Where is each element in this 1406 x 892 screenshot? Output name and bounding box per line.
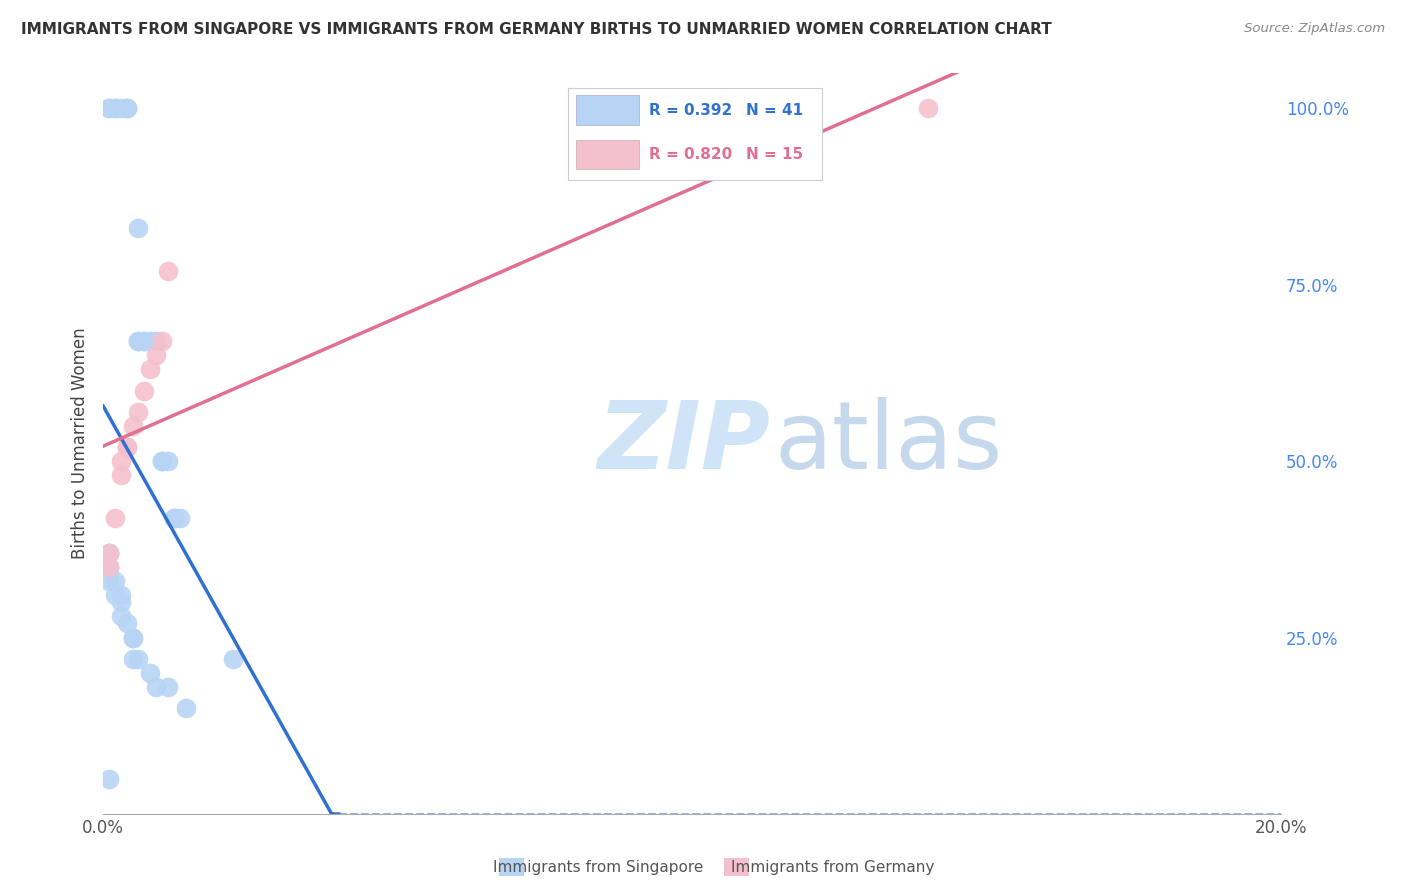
- Point: [121, 418, 143, 433]
- Point: [98, 772, 121, 786]
- Point: [121, 631, 143, 645]
- Point: [98, 560, 121, 574]
- Point: [115, 440, 138, 454]
- Point: [110, 595, 132, 609]
- Point: [98, 546, 121, 560]
- Point: [156, 263, 179, 277]
- Point: [127, 405, 149, 419]
- Point: [127, 334, 149, 348]
- Point: [134, 384, 156, 398]
- Point: [139, 665, 162, 680]
- Point: [104, 574, 127, 588]
- Point: [156, 454, 179, 468]
- Text: atlas: atlas: [775, 398, 1002, 490]
- Y-axis label: Births to Unmarried Women: Births to Unmarried Women: [72, 327, 89, 559]
- Text: ZIP: ZIP: [598, 398, 770, 490]
- Point: [156, 680, 179, 694]
- Point: [150, 454, 173, 468]
- Point: [121, 651, 143, 665]
- Point: [98, 546, 121, 560]
- Point: [115, 616, 138, 631]
- Point: [169, 510, 191, 524]
- Point: [110, 588, 132, 602]
- Point: [150, 454, 173, 468]
- Point: [163, 510, 186, 524]
- Point: [139, 362, 162, 376]
- Point: [115, 101, 138, 115]
- Text: IMMIGRANTS FROM SINGAPORE VS IMMIGRANTS FROM GERMANY BIRTHS TO UNMARRIED WOMEN C: IMMIGRANTS FROM SINGAPORE VS IMMIGRANTS …: [21, 22, 1052, 37]
- Point: [127, 334, 149, 348]
- Point: [98, 101, 121, 115]
- Point: [110, 454, 132, 468]
- Point: [98, 560, 121, 574]
- Point: [127, 221, 149, 235]
- Point: [98, 560, 121, 574]
- Point: [104, 101, 127, 115]
- Point: [104, 101, 127, 115]
- Point: [174, 701, 197, 715]
- Text: Source: ZipAtlas.com: Source: ZipAtlas.com: [1244, 22, 1385, 36]
- Point: [221, 651, 243, 665]
- Point: [98, 546, 121, 560]
- Point: [110, 468, 132, 483]
- Point: [104, 510, 127, 524]
- Point: [121, 631, 143, 645]
- Point: [115, 101, 138, 115]
- Point: [98, 574, 121, 588]
- Point: [110, 609, 132, 624]
- Point: [150, 334, 173, 348]
- Point: [145, 334, 167, 348]
- Point: [127, 651, 149, 665]
- Point: [98, 101, 121, 115]
- Point: [139, 334, 162, 348]
- Point: [134, 334, 156, 348]
- Point: [104, 588, 127, 602]
- Point: [134, 334, 156, 348]
- Point: [110, 101, 132, 115]
- Text: Immigrants from Singapore: Immigrants from Singapore: [492, 860, 703, 874]
- Point: [163, 510, 186, 524]
- Point: [145, 348, 167, 362]
- Point: [115, 440, 138, 454]
- Point: [917, 101, 939, 115]
- Text: Immigrants from Germany: Immigrants from Germany: [731, 860, 935, 874]
- Point: [145, 680, 167, 694]
